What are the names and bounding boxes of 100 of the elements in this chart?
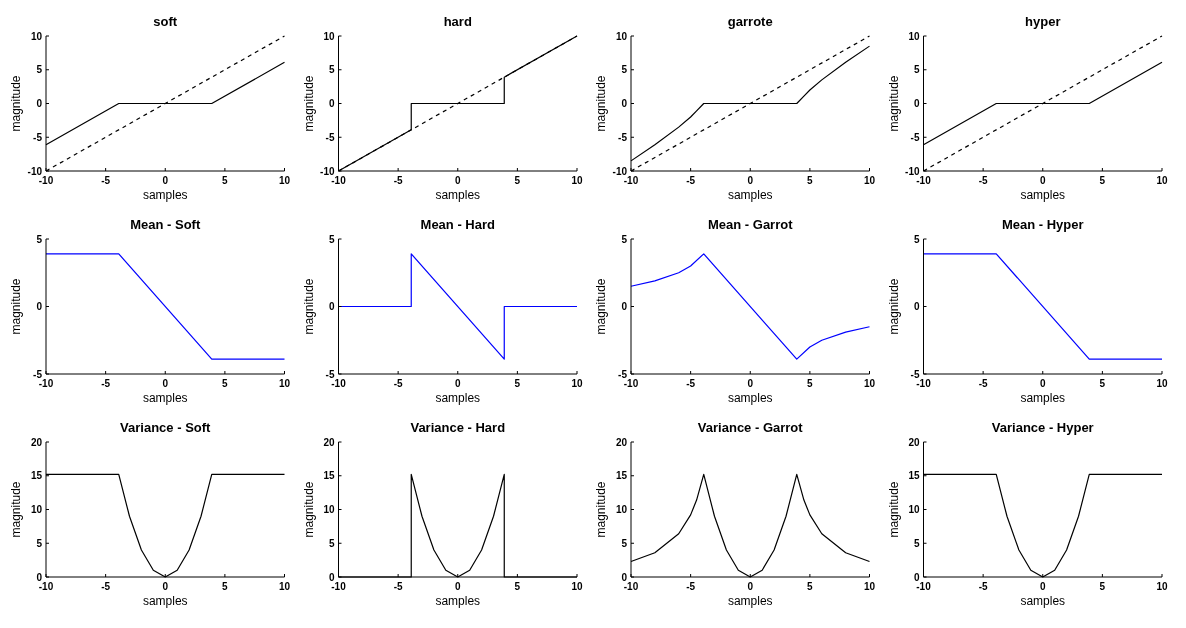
x-tick-label: 10: [863, 378, 876, 389]
x-tick-label: 10: [571, 581, 583, 592]
y-tick-label: 0: [621, 571, 628, 583]
x-tick-label: -5: [686, 581, 696, 592]
chart-title: garrote: [727, 14, 773, 29]
x-tick-label: 10: [1156, 378, 1168, 389]
y-tick-label: 10: [323, 504, 335, 515]
chart-title: hard: [443, 14, 472, 29]
x-tick-label: -5: [978, 175, 988, 186]
chart-title: soft: [153, 14, 178, 29]
y-tick-label: 15: [30, 470, 43, 482]
x-tick-label: 0: [454, 378, 461, 389]
y-tick-label: 0: [36, 571, 43, 583]
x-tick-label: 0: [162, 581, 169, 592]
y-tick-label: 5: [36, 537, 43, 549]
x-tick-label: -5: [393, 175, 403, 186]
x-axis-title: samples: [142, 188, 188, 202]
chart-title: Mean - Garrot: [707, 217, 794, 232]
y-tick-label: 5: [913, 537, 920, 549]
y-tick-label: 5: [621, 537, 628, 549]
x-tick-label: 5: [807, 175, 814, 186]
y-tick-label: 10: [30, 504, 43, 515]
y-tick-label: 5: [36, 64, 43, 76]
y-axis-title: magnitude: [886, 75, 901, 132]
y-tick-label: -5: [325, 368, 335, 380]
x-tick-label: -5: [101, 378, 111, 389]
y-tick-label: -5: [618, 131, 628, 143]
x-tick-label: -5: [101, 581, 111, 592]
y-tick-label: 10: [30, 30, 43, 42]
y-axis-title: magnitude: [594, 278, 608, 335]
y-tick-label: -5: [618, 368, 628, 380]
x-tick-label: -5: [686, 175, 696, 186]
chart-title: Mean - Hyper: [1001, 217, 1084, 232]
chart-title: Variance - Soft: [120, 420, 212, 435]
y-tick-label: 5: [913, 64, 920, 76]
y-tick-label: 0: [328, 301, 335, 312]
y-tick-label: 0: [36, 98, 43, 109]
x-tick-label: 10: [278, 581, 291, 592]
x-tick-label: -5: [393, 378, 403, 389]
y-tick-label: 15: [323, 470, 335, 482]
y-tick-label: 10: [908, 504, 920, 515]
x-tick-label: 10: [571, 378, 583, 389]
y-tick-label: 10: [615, 504, 628, 515]
y-axis-title: magnitude: [301, 75, 316, 132]
x-tick-label: 10: [863, 581, 876, 592]
x-tick-label: 5: [222, 378, 229, 389]
y-tick-label: 10: [323, 30, 335, 42]
y-tick-label: 0: [328, 98, 335, 109]
x-tick-label: 0: [747, 175, 754, 186]
y-tick-label: 5: [621, 233, 628, 245]
y-tick-label: 20: [30, 436, 43, 448]
y-axis-title: magnitude: [9, 75, 23, 132]
y-tick-label: -5: [325, 131, 335, 143]
y-axis-title: magnitude: [886, 278, 901, 335]
x-tick-label: 10: [1156, 581, 1168, 592]
x-tick-label: 0: [1039, 175, 1046, 186]
y-tick-label: 5: [36, 233, 43, 245]
x-tick-label: 5: [514, 378, 521, 389]
y-tick-label: 5: [328, 64, 335, 76]
x-tick-label: 5: [514, 581, 521, 592]
y-tick-label: 10: [908, 30, 920, 42]
y-axis-title: magnitude: [301, 278, 316, 335]
x-axis-title: samples: [435, 188, 481, 202]
y-tick-label: 20: [615, 436, 628, 448]
x-tick-label: 10: [571, 175, 583, 186]
x-tick-label: 10: [278, 378, 291, 389]
y-tick-label: 10: [615, 30, 628, 42]
y-tick-label: 0: [328, 571, 335, 583]
y-axis-title: magnitude: [301, 481, 316, 538]
x-tick-label: -5: [978, 378, 988, 389]
x-axis-title: samples: [142, 594, 188, 608]
x-tick-label: 5: [807, 581, 814, 592]
x-tick-label: 0: [747, 378, 754, 389]
y-tick-label: 15: [908, 470, 920, 482]
x-tick-label: 0: [454, 581, 461, 592]
y-axis-title: magnitude: [594, 75, 608, 132]
y-tick-label: -5: [33, 368, 43, 380]
x-tick-label: 5: [807, 378, 814, 389]
y-tick-label: 0: [621, 98, 628, 109]
x-tick-label: 0: [1039, 581, 1046, 592]
y-tick-label: 20: [323, 436, 335, 448]
x-axis-title: samples: [435, 391, 481, 405]
chart-title: Variance - Hard: [410, 420, 506, 435]
x-tick-label: 0: [1039, 378, 1046, 389]
x-tick-label: 5: [1099, 175, 1106, 186]
x-tick-label: 5: [1099, 378, 1106, 389]
chart-title: hyper: [1025, 14, 1061, 29]
y-tick-label: 0: [913, 571, 920, 583]
x-tick-label: 5: [514, 175, 521, 186]
y-tick-label: 20: [908, 436, 920, 448]
y-tick-label: -5: [910, 131, 920, 143]
y-tick-label: 0: [913, 98, 920, 109]
x-tick-label: -5: [101, 175, 111, 186]
chart-title: Mean - Hard: [420, 217, 496, 232]
x-axis-title: samples: [1020, 594, 1066, 608]
x-axis-title: samples: [1020, 188, 1066, 202]
y-tick-label: 5: [913, 233, 920, 245]
y-tick-label: -10: [27, 165, 43, 177]
y-tick-label: -10: [320, 165, 335, 177]
x-tick-label: 0: [747, 581, 754, 592]
